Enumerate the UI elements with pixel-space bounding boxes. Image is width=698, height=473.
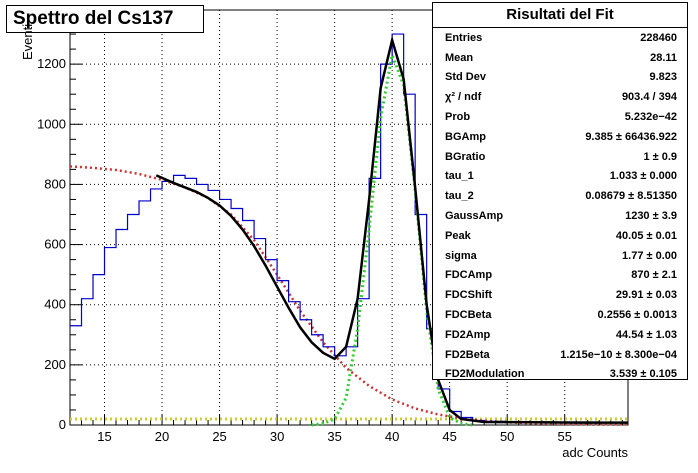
- x-tick-label: 15: [97, 429, 111, 444]
- x-tick-label: 40: [385, 429, 399, 444]
- x-tick-label: 25: [212, 429, 226, 444]
- fit-result-value: 903.4 / 394: [621, 91, 677, 104]
- fit-result-value: 3.539 ± 0.105: [609, 368, 677, 381]
- x-tick-label: 35: [327, 429, 341, 444]
- fit-result-name: FD2Amp: [445, 328, 491, 341]
- fit-result-row: tau_2 0.08679 ± 8.51350: [433, 186, 687, 206]
- fit-result-row: FD2Amp 44.54 ± 1.03: [433, 325, 687, 345]
- fit-result-value: 0.2556 ± 0.0013: [597, 309, 677, 322]
- fit-result-row: tau_1 1.033 ± 0.000: [433, 167, 687, 187]
- fit-result-value: 29.91 ± 0.03: [615, 289, 677, 302]
- fit-result-value: 9.385 ± 66436.922: [585, 130, 677, 143]
- fit-result-value: 28.11: [650, 51, 677, 64]
- x-tick-label: 30: [270, 429, 284, 444]
- fit-result-name: FD2Beta: [445, 348, 490, 361]
- fit-results-rows: Entries 228460 Mean 28.11 Std Dev 9.823 χ² / n…: [433, 28, 687, 384]
- y-tick-label: 800: [44, 176, 66, 191]
- y-axis-label: Eventi: [20, 23, 35, 60]
- fit-result-name: Peak: [445, 229, 471, 242]
- fit-result-row: FDCShift 29.91 ± 0.03: [433, 285, 687, 305]
- fit-result-value: 1 ± 0.9: [643, 150, 677, 163]
- fit-result-value: 0.08679 ± 8.51350: [585, 190, 677, 203]
- fit-result-row: GaussAmp 1230 ± 3.9: [433, 206, 687, 226]
- fit-result-name: FDCAmp: [445, 269, 493, 282]
- fit-result-row: Mean 28.11: [433, 48, 687, 68]
- fit-result-name: FDCShift: [445, 289, 493, 302]
- fit-result-name: BGratio: [445, 150, 486, 163]
- x-tick-label: 45: [442, 429, 456, 444]
- fit-result-name: sigma: [445, 249, 477, 262]
- fit-result-value: 9.823: [649, 71, 677, 84]
- fit-result-name: tau_2: [445, 190, 474, 203]
- fit-result-row: sigma 1.77 ± 0.00: [433, 246, 687, 266]
- fit-result-value: 40.05 ± 0.01: [615, 229, 677, 242]
- fit-result-value: 1.77 ± 0.00: [622, 249, 677, 262]
- x-axis-label: adc Counts: [562, 445, 628, 460]
- fit-result-row: FD2Modulation 3.539 ± 0.105: [433, 365, 687, 385]
- fit-result-name: χ² / ndf: [445, 91, 482, 104]
- y-tick-label: 1000: [37, 116, 66, 131]
- y-tick-label: 1200: [37, 56, 66, 71]
- fit-result-row: Prob 5.232e−42: [433, 107, 687, 127]
- fit-result-value: 5.232e−42: [624, 111, 677, 124]
- x-tick-label: 20: [155, 429, 169, 444]
- fit-result-name: GaussAmp: [445, 210, 504, 223]
- fit-result-name: BGAmp: [445, 130, 486, 143]
- x-tick-label: 55: [557, 429, 571, 444]
- y-tick-label: 200: [44, 357, 66, 372]
- gaussian-component-line: [311, 49, 473, 427]
- fit-result-row: FD2Beta 1.215e−10 ± 8.300e−04: [433, 345, 687, 365]
- fit-result-row: χ² / ndf 903.4 / 394: [433, 87, 687, 107]
- chart-title: Spettro del Cs137: [6, 5, 204, 33]
- fit-result-name: FDCBeta: [445, 309, 492, 322]
- fit-result-name: Mean: [445, 51, 474, 64]
- fit-result-value: 870 ± 2.1: [631, 269, 677, 282]
- fit-result-value: 44.54 ± 1.03: [615, 328, 677, 341]
- y-tick-label: 600: [44, 237, 66, 252]
- fit-result-name: tau_1: [445, 170, 474, 183]
- fit-result-name: Prob: [445, 111, 471, 124]
- fit-result-name: FD2Modulation: [445, 368, 525, 381]
- fit-result-value: 1.215e−10 ± 8.300e−04: [560, 348, 677, 361]
- fit-result-row: Peak 40.05 ± 0.01: [433, 226, 687, 246]
- fit-result-name: Std Dev: [445, 71, 486, 84]
- fit-result-value: 1230 ± 3.9: [625, 210, 677, 223]
- fit-result-row: BGratio 1 ± 0.9: [433, 147, 687, 167]
- fit-result-row: Entries 228460: [433, 28, 687, 48]
- fit-results-header: Risultati del Fit: [433, 3, 687, 28]
- x-tick-label: 50: [500, 429, 514, 444]
- y-tick-label: 400: [44, 297, 66, 312]
- fit-results-box: Risultati del Fit Entries 228460 Mean 28.11…: [432, 2, 688, 380]
- fit-result-row: Std Dev 9.823: [433, 68, 687, 88]
- fit-result-row: BGAmp 9.385 ± 66436.922: [433, 127, 687, 147]
- fit-total-line: [155, 35, 628, 424]
- y-tick-label: 0: [59, 417, 66, 432]
- fit-result-value: 1.033 ± 0.000: [609, 170, 677, 183]
- fit-result-name: Entries: [445, 31, 483, 44]
- fit-result-row: FDCBeta 0.2556 ± 0.0013: [433, 305, 687, 325]
- fit-result-value: 228460: [640, 31, 677, 44]
- fit-result-row: FDCAmp 870 ± 2.1: [433, 266, 687, 286]
